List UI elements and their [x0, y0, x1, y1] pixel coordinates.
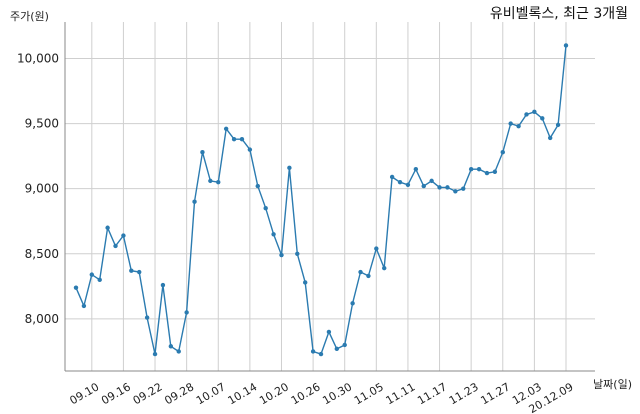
x-tick-label: 09.22 — [131, 380, 165, 407]
x-tick-label: 09.28 — [162, 380, 196, 407]
data-point — [374, 246, 379, 251]
data-point — [208, 178, 213, 184]
data-point — [461, 186, 466, 191]
data-point — [429, 178, 434, 184]
data-point — [105, 225, 110, 230]
data-point — [302, 280, 308, 285]
data-point — [295, 251, 300, 256]
data-point — [223, 126, 229, 131]
data-point — [216, 179, 221, 185]
data-point — [231, 137, 237, 142]
data-point — [366, 273, 371, 279]
data-point — [413, 166, 419, 172]
x-axis-unit-label: 날짜(일) — [593, 378, 632, 391]
x-tick-label: 11.23 — [447, 380, 481, 407]
data-point — [334, 346, 340, 352]
data-point — [263, 206, 268, 211]
data-point — [437, 185, 442, 190]
chart-title: 유비벨록스, 최근 3개월 — [489, 6, 628, 22]
x-tick-label: 10.20 — [257, 380, 291, 407]
data-point — [287, 165, 292, 171]
data-point — [492, 169, 498, 174]
data-point — [247, 147, 253, 152]
data-point — [200, 150, 205, 155]
data-point — [532, 109, 537, 115]
data-point — [342, 342, 347, 348]
data-point — [547, 135, 553, 141]
data-point — [192, 199, 197, 204]
x-tick-label: 11.27 — [478, 380, 512, 407]
data-point — [137, 269, 142, 275]
x-tick-label: 09.16 — [99, 380, 133, 407]
data-point — [168, 344, 174, 349]
data-point — [500, 150, 505, 155]
data-point — [484, 170, 490, 176]
data-point — [350, 301, 355, 306]
data-point — [555, 122, 561, 128]
series-line — [75, 45, 567, 355]
data-point — [255, 183, 260, 189]
data-point — [397, 179, 403, 185]
data-point — [508, 121, 513, 126]
x-tick-label: 10.07 — [194, 380, 228, 407]
data-point — [476, 166, 482, 172]
data-point — [358, 269, 363, 275]
data-point — [453, 189, 458, 194]
data-point — [405, 182, 411, 187]
x-tick-label: 10.30 — [320, 380, 354, 407]
data-point — [73, 285, 79, 290]
data-point — [152, 351, 158, 357]
data-point — [97, 277, 102, 283]
data-point — [326, 329, 332, 335]
data-point — [271, 232, 276, 237]
data-point — [144, 315, 150, 320]
y-tick-label: 8,000 — [25, 312, 59, 326]
data-point — [89, 272, 95, 277]
data-point — [81, 303, 87, 309]
data-point — [121, 233, 126, 238]
data-point — [176, 349, 181, 354]
x-tick-label: 11.11 — [384, 380, 418, 407]
data-point — [421, 183, 426, 189]
y-tick-label: 8,500 — [25, 247, 59, 261]
y-tick-label: 9,000 — [25, 182, 59, 196]
data-point — [184, 310, 189, 315]
y-axis-unit-label: 주가(원) — [10, 10, 49, 23]
data-point — [318, 351, 324, 357]
x-tick-label: 10.26 — [289, 380, 323, 407]
data-point — [468, 166, 474, 172]
x-tick-label: 10.14 — [226, 380, 260, 407]
data-point — [382, 265, 387, 271]
data-point — [129, 268, 134, 273]
data-point — [445, 185, 450, 190]
data-point — [563, 43, 569, 48]
data-point — [524, 112, 529, 117]
data-point — [239, 137, 245, 142]
data-point — [160, 282, 166, 288]
data-point — [310, 349, 316, 354]
y-tick-label: 9,500 — [25, 117, 59, 131]
data-point — [279, 252, 284, 258]
data-point — [540, 116, 545, 121]
x-tick-label: 11.05 — [352, 380, 386, 407]
x-tick-label: 11.17 — [415, 380, 449, 407]
x-tick-label: 09.10 — [68, 380, 102, 407]
data-point — [389, 174, 395, 180]
data-point — [113, 243, 118, 249]
data-point — [516, 123, 521, 129]
y-tick-label: 10,000 — [17, 51, 59, 65]
